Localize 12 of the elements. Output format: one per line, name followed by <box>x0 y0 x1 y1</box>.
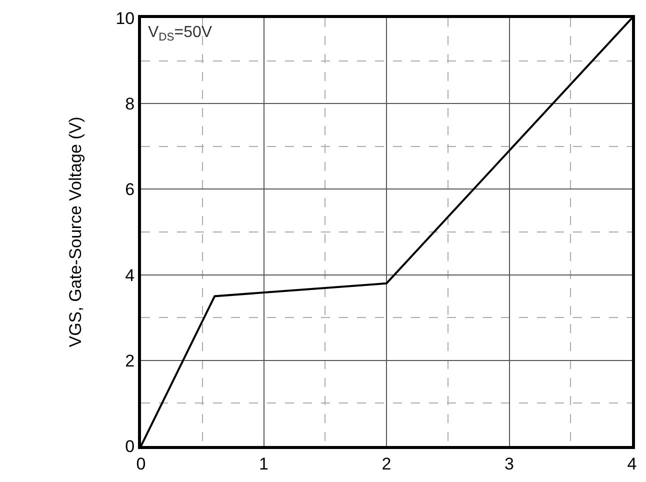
y-tick-label: 2 <box>125 351 135 370</box>
y-tick-label: 6 <box>125 180 135 200</box>
y-tick-label: 8 <box>125 94 135 114</box>
x-tick-label: 2 <box>382 454 392 474</box>
x-tick-label: 1 <box>259 454 268 474</box>
x-tick-label: 4 <box>627 454 637 474</box>
x-tick-label: 3 <box>504 454 514 474</box>
annotation: V$_{DS}$=50V <box>148 24 212 44</box>
y-tick-label: 10 <box>116 8 135 28</box>
y-tick-label: 0 <box>125 436 135 456</box>
y-axis-title: VGS, Gate-Source Voltage (V) <box>66 116 86 348</box>
y-tick-label: 4 <box>125 266 135 285</box>
